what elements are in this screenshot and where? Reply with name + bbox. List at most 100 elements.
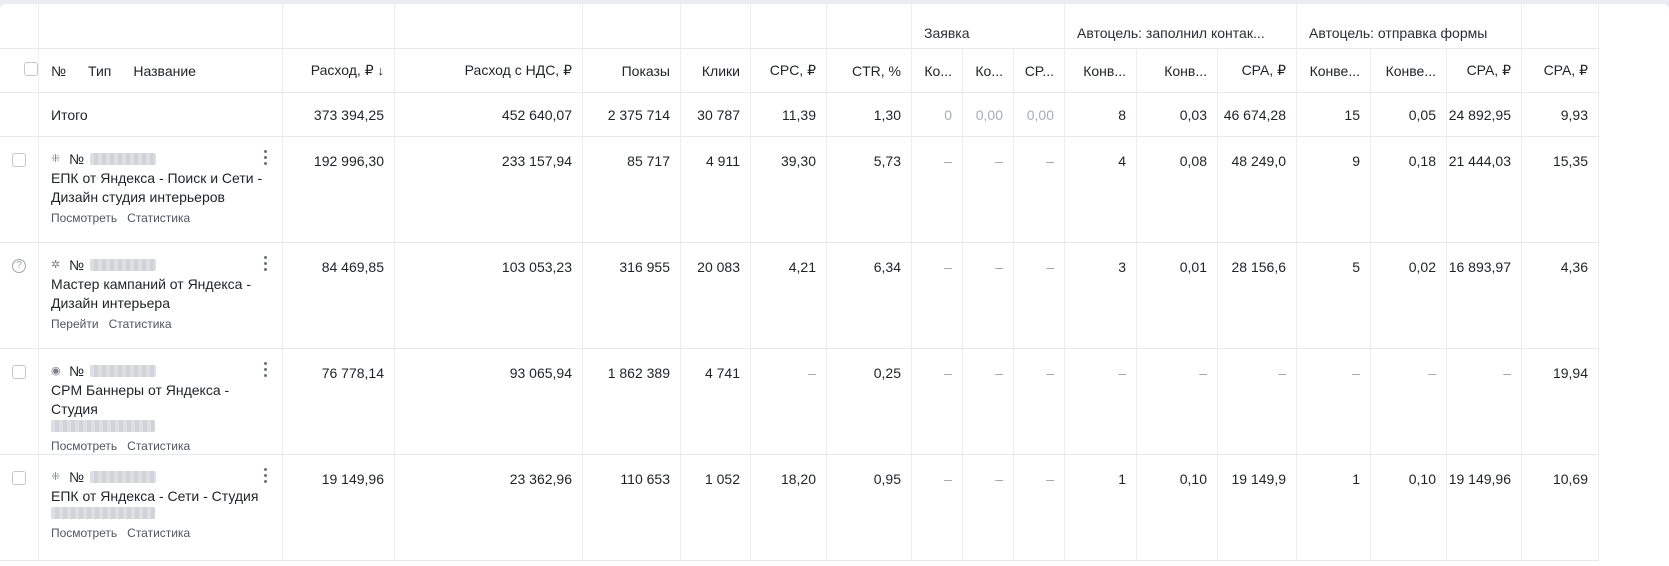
row-cpa-last: 10,69 — [1521, 454, 1599, 561]
group-empty — [38, 4, 283, 49]
campaign-action-link[interactable]: Статистика — [127, 526, 191, 540]
total-form-cr: 0,05 — [1370, 92, 1447, 137]
row-a1-cr: 0,01 — [1136, 242, 1218, 349]
row-checkbox[interactable] — [12, 471, 26, 485]
row-checkbox[interactable] — [12, 365, 26, 379]
row-a1-cr: 0,10 — [1136, 454, 1218, 561]
campaigns-table: Заявка Автоцель: заполнил контак... Авто… — [0, 4, 1599, 561]
more-menu-icon[interactable] — [264, 468, 268, 486]
form-cr-column-header[interactable]: Конве... — [1370, 48, 1447, 93]
campaign-action-link[interactable]: Перейти — [51, 317, 99, 331]
row-spend-vat: 23 362,96 — [394, 454, 583, 561]
row-impressions: 1 862 389 — [582, 348, 681, 455]
row-cpa-last: 19,94 — [1521, 348, 1599, 455]
campaign-id-redacted — [90, 365, 157, 377]
ctr-column-header[interactable]: CTR, % — [826, 48, 912, 93]
campaign-title[interactable]: ЕПК от Яндекса - Сети - Студия — [51, 488, 259, 504]
form-cpa-column-header[interactable]: CPA, ₽ — [1446, 48, 1522, 93]
campaign-action-link[interactable]: Статистика — [127, 211, 191, 225]
total-spend: 373 394,25 — [282, 92, 395, 137]
row-z-cpa: – — [1013, 348, 1065, 455]
campaign-actions: Посмотреть Статистика — [51, 211, 282, 225]
more-menu-icon[interactable] — [264, 150, 268, 168]
more-menu-icon[interactable] — [264, 256, 268, 274]
zayavka-cpa-column-header[interactable]: CP... — [1013, 48, 1065, 93]
campaign-row[interactable]: ? ✲ № Мастер кампаний от Яндекса - Дизай… — [0, 242, 1599, 349]
row-a2-cr: 0,18 — [1370, 136, 1447, 243]
total-form-conv: 15 — [1296, 92, 1371, 137]
group-empty — [394, 4, 583, 49]
campaign-title[interactable]: ЕПК от Яндекса - Поиск и Сети - Дизайн с… — [51, 170, 263, 205]
cpc-column-header[interactable]: CPC, ₽ — [750, 48, 827, 93]
campaign-actions: Посмотреть Статистика — [51, 439, 282, 453]
name-column-header[interactable]: Название — [133, 62, 196, 79]
row-spend-vat: 233 157,94 — [394, 136, 583, 243]
row-select-cell — [0, 454, 39, 561]
row-a1-cpa: – — [1217, 348, 1297, 455]
row-a2-conv: 5 — [1296, 242, 1371, 349]
form-conv-column-header[interactable]: Конве... — [1296, 48, 1371, 93]
row-a2-conv: 1 — [1296, 454, 1371, 561]
cpa-column-header[interactable]: CPA, ₽ — [1521, 48, 1599, 93]
type-column-header[interactable]: Тип — [88, 62, 112, 79]
campaign-row[interactable]: ⁜ № ЕПК от Яндекса - Поиск и Сети - Диза… — [0, 136, 1599, 243]
row-a2-cr: 0,10 — [1370, 454, 1447, 561]
row-select-cell: ? — [0, 242, 39, 349]
group-empty — [1521, 4, 1599, 49]
select-all-cell — [0, 48, 39, 93]
row-a1-cpa: 28 156,6 — [1217, 242, 1297, 349]
help-icon[interactable]: ? — [12, 259, 26, 273]
campaign-name-cell: ⁜ № ЕПК от Яндекса - Сети - Студия Посмо… — [38, 454, 283, 561]
contacts-conv-column-header[interactable]: Конв... — [1064, 48, 1137, 93]
spend-column-header[interactable]: Расход, ₽ ↓ — [282, 48, 395, 93]
campaign-name-cell: ◉ № CPM Баннеры от Яндекса - Студия Посм… — [38, 348, 283, 455]
group-header-zayavka: Заявка — [911, 4, 1065, 49]
campaign-number-label: № — [69, 257, 85, 273]
row-z-conv: – — [911, 136, 963, 243]
contacts-cr-column-header[interactable]: Конв... — [1136, 48, 1218, 93]
campaign-number-label: № — [69, 151, 85, 167]
name-header: № Тип Название — [38, 48, 283, 93]
zayavka-cr-column-header[interactable]: Ко... — [962, 48, 1014, 93]
campaign-actions: Посмотреть Статистика — [51, 526, 282, 540]
num-column-header[interactable]: № — [51, 62, 67, 79]
total-zayavka-conv: 0 — [911, 92, 963, 137]
row-impressions: 316 955 — [582, 242, 681, 349]
campaign-action-link[interactable]: Посмотреть — [51, 439, 118, 453]
spend-vat-column-header[interactable]: Расход с НДС, ₽ — [394, 48, 583, 93]
clicks-column-header[interactable]: Клики — [680, 48, 751, 93]
group-header-autogoal-contacts: Автоцель: заполнил контак... — [1064, 4, 1297, 49]
campaign-name-cell: ⁜ № ЕПК от Яндекса - Поиск и Сети - Диза… — [38, 136, 283, 243]
total-cb-cell — [0, 92, 39, 137]
more-menu-icon[interactable] — [264, 362, 268, 380]
total-contacts-conv: 8 — [1064, 92, 1137, 137]
row-z-conv: – — [911, 348, 963, 455]
total-label: Итого — [38, 92, 283, 137]
row-cpa-last: 15,35 — [1521, 136, 1599, 243]
row-z-cr: – — [962, 136, 1014, 243]
campaign-number-label: № — [69, 363, 85, 379]
campaign-title-redacted — [51, 507, 155, 519]
campaign-action-link[interactable]: Посмотреть — [51, 211, 118, 225]
campaign-id-redacted — [90, 153, 157, 165]
select-all-checkbox[interactable] — [24, 62, 38, 76]
campaign-title[interactable]: CPM Баннеры от Яндекса - Студия — [51, 382, 230, 417]
impressions-column-header[interactable]: Показы — [582, 48, 681, 93]
contacts-cpa-column-header[interactable]: CPA, ₽ — [1217, 48, 1297, 93]
campaign-row[interactable]: ⁜ № ЕПК от Яндекса - Сети - Студия Посмо… — [0, 454, 1599, 561]
wand-icon: ✲ — [51, 259, 61, 271]
row-a2-conv: – — [1296, 348, 1371, 455]
campaign-action-link[interactable]: Статистика — [127, 439, 191, 453]
row-select-cell — [0, 136, 39, 243]
total-spend-vat: 452 640,07 — [394, 92, 583, 137]
group-empty — [826, 4, 912, 49]
row-checkbox[interactable] — [12, 153, 26, 167]
campaign-row[interactable]: ◉ № CPM Баннеры от Яндекса - Студия Посм… — [0, 348, 1599, 455]
campaign-title[interactable]: Мастер кампаний от Яндекса - Дизайн инте… — [51, 276, 251, 311]
campaign-action-link[interactable]: Посмотреть — [51, 526, 118, 540]
zayavka-conv-column-header[interactable]: Ко... — [911, 48, 963, 93]
row-a1-cpa: 19 149,9 — [1217, 454, 1297, 561]
campaign-action-link[interactable]: Статистика — [108, 317, 172, 331]
sort-desc-icon: ↓ — [377, 63, 385, 78]
group-empty — [0, 4, 39, 49]
